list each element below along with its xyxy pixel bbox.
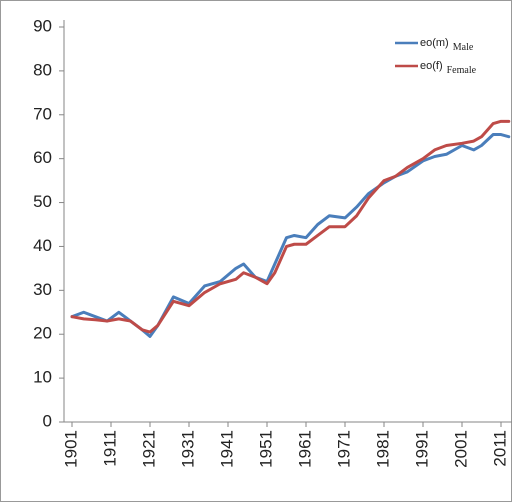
y-tick-label: 10 <box>33 368 52 387</box>
legend-label: eo(f) Female <box>420 60 477 76</box>
y-tick-label: 20 <box>33 324 52 343</box>
x-tick-label: 1911 <box>100 430 119 467</box>
y-tick-label: 30 <box>33 280 52 299</box>
y-tick-label: 80 <box>33 60 52 79</box>
y-tick-label: 50 <box>33 192 52 211</box>
x-tick-label: 1921 <box>139 430 158 468</box>
y-tick-label: 0 <box>43 411 52 430</box>
legend-name: eo(m) <box>420 37 449 49</box>
legend-name: eo(f) <box>420 60 443 72</box>
x-tick-label: 1951 <box>256 430 275 468</box>
y-tick-label: 90 <box>33 16 52 35</box>
plot-area <box>70 119 511 338</box>
x-tick-label: 1961 <box>295 430 314 468</box>
y-tick-label: 60 <box>33 148 52 167</box>
legend-sub: Female <box>447 65 477 76</box>
x-tick-label: 1981 <box>373 430 392 468</box>
x-tick-label: 1991 <box>412 430 431 468</box>
x-tick-label: 1931 <box>178 430 197 468</box>
legend-sub: Male <box>453 42 474 53</box>
y-tick-label: 40 <box>33 236 52 255</box>
x-tick-label: 1901 <box>61 430 80 468</box>
legend-label: eo(m) Male <box>420 37 474 53</box>
x-tick-label: 1971 <box>334 430 353 468</box>
series-line <box>70 119 511 334</box>
x-tick-label: 2011 <box>490 430 509 467</box>
x-tick-label: 2001 <box>451 430 470 468</box>
x-tick-label: 1941 <box>217 430 236 468</box>
series-line <box>70 133 511 338</box>
y-tick-label: 70 <box>33 104 52 123</box>
